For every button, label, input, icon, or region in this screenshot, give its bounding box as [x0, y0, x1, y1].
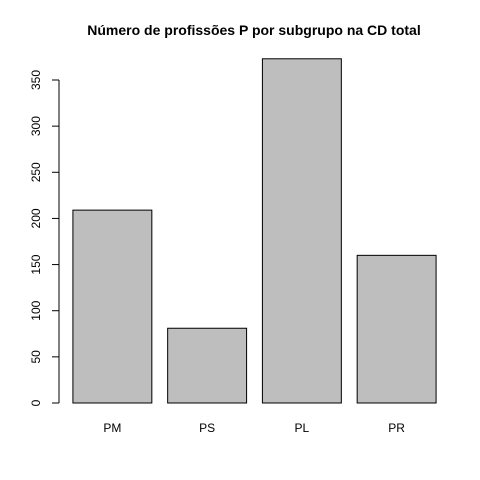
bars-group — [72, 58, 437, 404]
y-tick-label: 250 — [29, 162, 43, 182]
x-category-label: PM — [103, 421, 121, 435]
x-category-label: PR — [388, 421, 405, 435]
y-tick-label: 50 — [29, 350, 43, 364]
x-category-label: PS — [199, 421, 215, 435]
bar-pm — [72, 209, 153, 404]
bar-pr — [356, 254, 437, 404]
y-tick-label: 300 — [29, 116, 43, 136]
bar-pl — [261, 58, 342, 404]
y-tick-label: 150 — [29, 254, 43, 274]
y-axis: 0 50 100 150 200 250 300 350 — [29, 70, 60, 406]
y-tick-label: 350 — [29, 70, 43, 90]
bar-ps — [167, 327, 248, 404]
y-tick-label: 200 — [29, 208, 43, 228]
y-tick-label: 0 — [29, 399, 43, 406]
chart-title: Número de profissões P por subgrupo na C… — [87, 22, 420, 38]
y-tick-label: 100 — [29, 300, 43, 320]
x-category-label: PL — [295, 421, 310, 435]
x-axis-labels: PM PS PL PR — [103, 421, 405, 435]
